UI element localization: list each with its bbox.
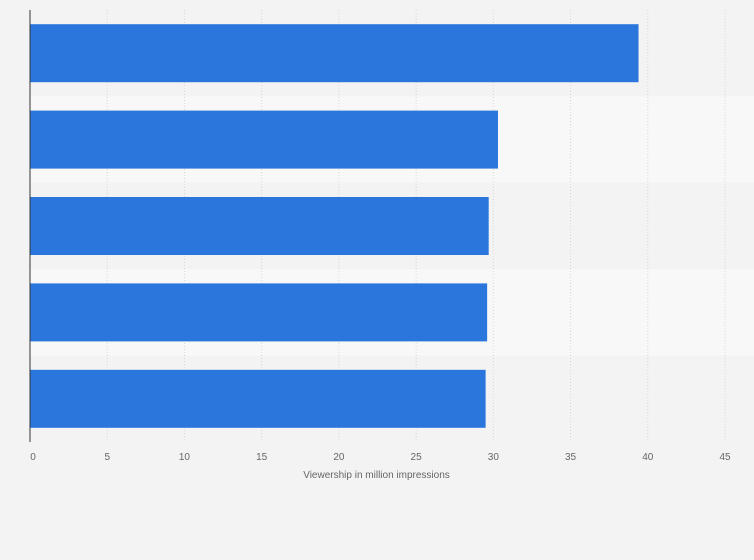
bar [30, 283, 488, 342]
x-tick-label: 40 [642, 452, 654, 463]
x-tick-label: 25 [411, 452, 423, 463]
x-tick-labels: 0 5 10 15 20 25 30 35 40 45 [30, 452, 731, 463]
bars [30, 24, 639, 428]
x-tick-label: 30 [488, 452, 500, 463]
x-tick-label: 35 [565, 452, 577, 463]
x-tick-label: 0 [30, 452, 36, 463]
x-tick-label: 20 [333, 452, 345, 463]
x-tick-label: 5 [104, 452, 110, 463]
x-tick-label: 15 [256, 452, 268, 463]
x-axis-title: Viewership in million impressions [303, 470, 450, 481]
bar [30, 110, 498, 169]
x-tick-label: 10 [179, 452, 191, 463]
x-tick-label: 45 [719, 452, 731, 463]
bar [30, 24, 639, 83]
bar [30, 197, 489, 255]
bar [30, 369, 486, 428]
